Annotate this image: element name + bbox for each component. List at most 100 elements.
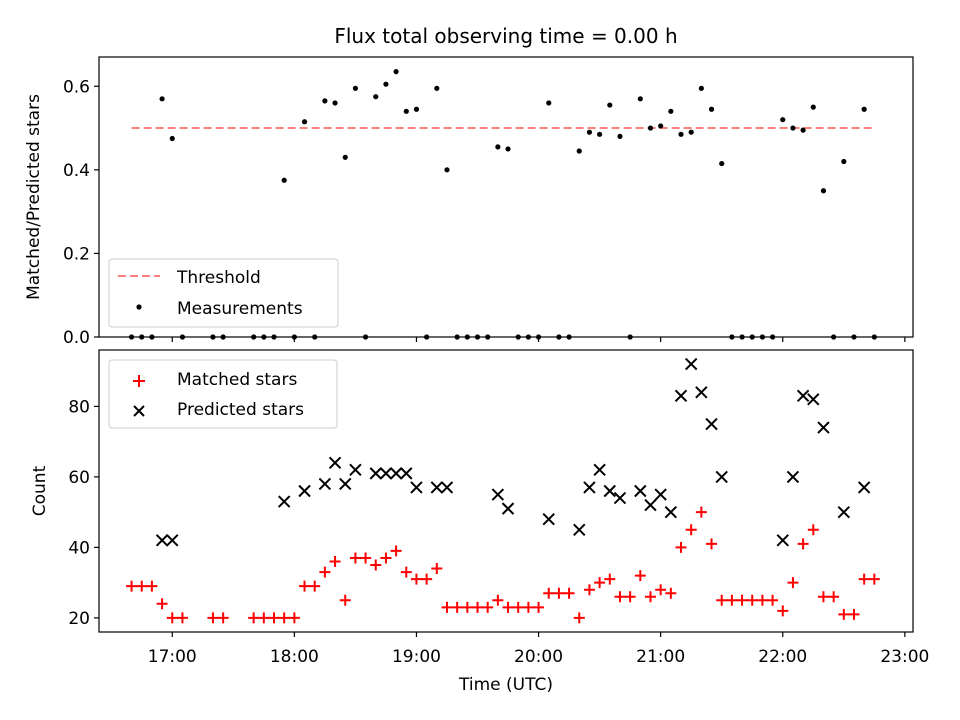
matched-star-point — [217, 612, 229, 624]
threshold-legend-label: Threshold — [176, 268, 261, 288]
matched-star-point — [604, 573, 616, 585]
predicted-star-point — [277, 495, 291, 508]
measurement-point — [708, 106, 715, 112]
matched-star-point — [624, 591, 636, 603]
matched-stars-legend-swatch — [133, 375, 145, 387]
measurement-point — [841, 158, 847, 165]
predicted-star-point — [796, 389, 810, 403]
predicted-star-point — [603, 484, 616, 498]
measurement-point — [576, 148, 582, 154]
matched-star-point — [807, 524, 819, 536]
measurements-legend-swatch — [136, 304, 142, 310]
matched-star-point — [522, 601, 534, 613]
measurement-point — [810, 104, 816, 110]
matched-star-point — [736, 594, 748, 606]
ratio-axes: 0.0 0.2 0.4 0.6 — [63, 56, 914, 348]
x-tick-label: 23:00 — [880, 647, 929, 667]
matched-star-point — [410, 573, 422, 585]
ratio-frame — [98, 56, 914, 338]
matched-star-point — [543, 587, 555, 599]
matched-star-point — [207, 612, 219, 624]
measurement-point — [332, 100, 338, 106]
count-y-tick-label: 80 — [68, 397, 90, 417]
matched-star-point — [441, 601, 453, 613]
x-tick-label: 20:00 — [514, 647, 563, 667]
matched-star-point — [512, 601, 524, 613]
matched-star-point — [136, 580, 148, 592]
matched-star-point — [533, 601, 545, 613]
matched-star-point — [349, 552, 361, 564]
measurement-point — [444, 167, 450, 173]
matched-star-point — [380, 552, 392, 564]
measurement-point — [861, 106, 867, 112]
predicted-star-point — [573, 523, 586, 536]
count-legend: Matched stars Predicted stars — [108, 359, 338, 429]
matched-stars-legend-label: Matched stars — [177, 370, 297, 390]
measurement-point — [352, 85, 359, 91]
predicted-star-point — [684, 357, 698, 371]
ratio-legend-box — [108, 258, 339, 328]
ratio-y-axis-label: Matched/Predicted stars — [24, 94, 44, 300]
matched-star-point — [482, 601, 494, 613]
count-axes: 17:00 18:00 19:00 20:00 21:00 22:00 23:00 20 40 6… — [68, 349, 929, 667]
predicted-star-point — [410, 481, 423, 494]
predicted-star-point — [542, 512, 555, 526]
matched-star-point — [472, 601, 484, 613]
ratio-y-tick-label: 0.2 — [63, 244, 90, 264]
ratio-panel: 0.0 0.2 0.4 0.6 Matched/Predicted stars Thr… — [24, 56, 914, 348]
matched-star-point — [553, 587, 565, 599]
predicted-star-point — [613, 491, 627, 505]
predicted-star-point — [583, 481, 596, 494]
matched-star-point — [339, 594, 351, 606]
matched-star-point — [278, 612, 290, 624]
measurement-point — [597, 131, 603, 137]
matched-star-point — [706, 538, 718, 550]
measurement-point — [698, 85, 704, 91]
matched-star-point — [400, 566, 412, 578]
matched-star-point — [156, 598, 168, 610]
matched-star-point — [502, 601, 514, 613]
predicted-star-point — [155, 534, 169, 547]
matched-star-point — [685, 524, 697, 536]
count-legend-box — [108, 359, 338, 429]
count-y-axis-label: Count — [30, 465, 50, 516]
ratio-y-tick-label: 0.4 — [63, 161, 90, 181]
count-frame — [98, 349, 914, 633]
matched-star-point — [390, 545, 402, 557]
predicted-star-point — [491, 488, 505, 501]
measurement-point — [658, 123, 664, 129]
matched-star-point — [583, 584, 595, 596]
count-y-tick-label: 60 — [68, 468, 90, 488]
measurement-point — [647, 125, 654, 131]
matched-star-point — [644, 591, 656, 603]
measurement-point — [322, 98, 328, 104]
matched-star-point — [868, 573, 880, 585]
matched-star-point — [258, 612, 270, 624]
measurements-legend-label: Measurements — [177, 299, 303, 319]
matched-star-point — [248, 612, 260, 624]
measurement-point — [281, 177, 287, 183]
predicted-star-point — [166, 534, 179, 547]
matched-star-point — [431, 563, 443, 575]
x-tick-label: 22:00 — [758, 647, 807, 667]
predicted-star-point — [298, 484, 311, 498]
measurement-point — [373, 94, 379, 100]
matched-star-point — [126, 580, 138, 592]
matched-star-point — [665, 587, 677, 599]
predicted-star-point — [318, 477, 332, 491]
count-y-tick-label: 20 — [68, 609, 90, 629]
matched-star-point — [492, 594, 504, 606]
predicted-star-point — [817, 421, 830, 434]
predicted-star-point — [369, 467, 382, 480]
matched-star-point — [309, 580, 321, 592]
predicted-star-point — [695, 386, 708, 399]
measurement-point — [159, 96, 165, 102]
matched-star-point — [614, 591, 626, 603]
matched-star-point — [461, 601, 473, 613]
measurement-point — [495, 144, 501, 150]
predicted-star-point — [715, 470, 728, 484]
matched-star-point — [329, 556, 341, 567]
predicted-star-point — [857, 481, 871, 494]
measurement-point — [688, 129, 694, 135]
